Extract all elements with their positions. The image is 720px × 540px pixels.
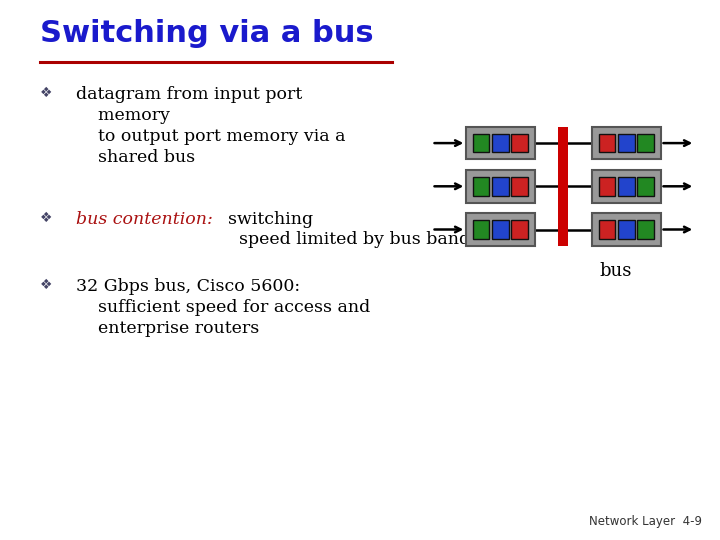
Bar	[492, 177, 508, 195]
Text: bus: bus	[600, 262, 631, 280]
Text: Switching via a bus: Switching via a bus	[40, 19, 373, 48]
Bar	[511, 134, 528, 152]
Bar	[599, 220, 616, 239]
Bar	[467, 170, 534, 202]
Bar	[511, 177, 528, 195]
Bar	[593, 213, 661, 246]
Bar	[618, 134, 634, 152]
Bar	[599, 177, 616, 195]
Bar	[492, 220, 508, 239]
Bar	[618, 177, 634, 195]
Text: bus contention:: bus contention:	[76, 211, 212, 227]
Bar	[593, 170, 661, 202]
Text: ❖: ❖	[40, 211, 52, 225]
Bar	[467, 127, 534, 159]
Text: Network Layer  4-9: Network Layer 4-9	[589, 515, 702, 528]
Text: ❖: ❖	[40, 86, 52, 100]
Bar	[511, 220, 528, 239]
Text: 32 Gbps bus, Cisco 5600:
    sufficient speed for access and
    enterprise rout: 32 Gbps bus, Cisco 5600: sufficient spee…	[76, 278, 370, 337]
Bar	[637, 177, 654, 195]
Bar	[618, 220, 634, 239]
Bar	[467, 213, 534, 246]
Bar	[593, 127, 661, 159]
Text: datagram from input port
    memory
    to output port memory via a
    shared b: datagram from input port memory to outpu…	[76, 86, 345, 166]
Text: switching
    speed limited by bus bandwidth: switching speed limited by bus bandwidth	[217, 211, 520, 248]
Bar	[559, 127, 568, 246]
Bar	[599, 134, 616, 152]
Text: ❖: ❖	[40, 278, 52, 292]
Bar	[473, 220, 490, 239]
Bar	[473, 177, 490, 195]
Bar	[637, 220, 654, 239]
Bar	[492, 134, 508, 152]
Bar	[637, 134, 654, 152]
Bar	[473, 134, 490, 152]
